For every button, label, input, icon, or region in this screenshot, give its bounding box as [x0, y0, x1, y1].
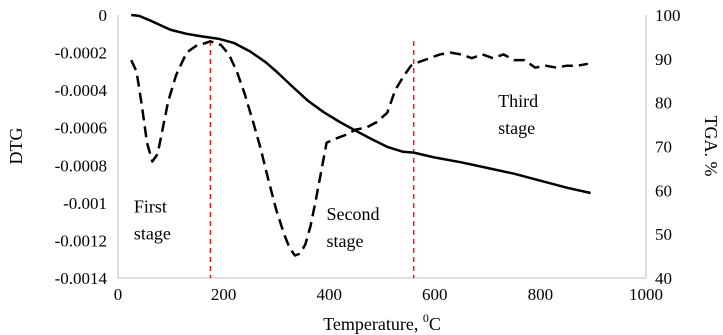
- y-right-tick-label: 40: [655, 269, 672, 288]
- y-right-tick-label: 90: [655, 50, 672, 69]
- stage-annotation: Second stage: [327, 204, 380, 251]
- y-left-tick-label: -0.0012: [55, 231, 107, 250]
- y-right-axis-title: TGA. %: [701, 116, 721, 177]
- stage-annotation: First stage: [134, 196, 171, 243]
- x-tick-label: 200: [211, 285, 237, 304]
- tick-labels: 0 200 400 600 800 1000 0 -0.0002 -0.0004 -0.0006 -…: [55, 6, 681, 304]
- y-left-tick-label: -0.0004: [55, 81, 108, 100]
- y-left-tick-label: -0.0006: [55, 119, 107, 138]
- x-axis-title-sup: 0: [423, 311, 429, 325]
- stage-dividers: [209, 41, 415, 278]
- dtg-series-line: [130, 40, 589, 257]
- y-right-tick-label: 100: [655, 6, 681, 25]
- y-left-axis-title: DTG: [6, 128, 26, 165]
- x-tick-label: 600: [422, 285, 448, 304]
- x-tick-label: 400: [316, 285, 342, 304]
- tga-series-line: [131, 13, 591, 195]
- x-tick-label: 0: [114, 285, 123, 304]
- y-right-tick-label: 70: [655, 138, 672, 157]
- y-left-tick-label: -0.0008: [55, 156, 107, 175]
- x-axis-title: Temperature, 0C: [323, 311, 441, 334]
- axes: [117, 15, 647, 279]
- y-left-tick-label: 0: [99, 6, 108, 25]
- stage-annotation-line: First: [134, 196, 167, 216]
- y-left-tick-label: -0.001: [63, 194, 107, 213]
- stage-annotation-line: stage: [327, 231, 364, 251]
- x-axis-title-main: Temperature,: [323, 314, 423, 334]
- x-axis-title-unit: C: [429, 314, 441, 334]
- stage-annotations: First stage Second stage Third stage: [134, 91, 538, 251]
- series-lines: [130, 13, 591, 257]
- x-tick-label: 1000: [629, 285, 663, 304]
- y-right-tick-label: 80: [655, 94, 672, 113]
- y-right-tick-label: 60: [655, 181, 672, 200]
- stage-annotation-line: Third: [498, 91, 538, 111]
- x-tick-label: 800: [528, 285, 554, 304]
- stage-annotation-line: Second: [327, 204, 380, 224]
- y-left-tick-label: -0.0002: [55, 44, 107, 63]
- stage-annotation: Third stage: [498, 91, 538, 138]
- y-right-tick-label: 50: [655, 225, 672, 244]
- stage-annotation-line: stage: [134, 223, 171, 243]
- stage-annotation-line: stage: [498, 118, 535, 138]
- y-left-tick-label: -0.0014: [55, 269, 108, 288]
